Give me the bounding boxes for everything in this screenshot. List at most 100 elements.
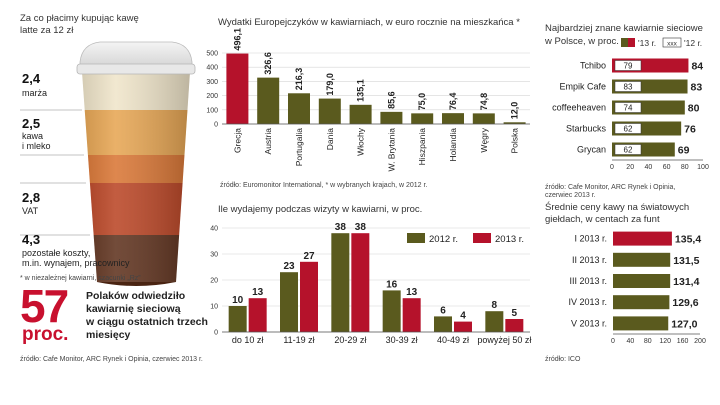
visit-category-label: 20-29 zł bbox=[334, 335, 366, 345]
brands-legend-label-2013: '13 r. bbox=[638, 38, 656, 48]
visit-ytick-label: 10 bbox=[210, 304, 218, 311]
brands-legend-box-2012 bbox=[662, 37, 682, 48]
visit-legend-swatch bbox=[407, 233, 425, 243]
prices-xtick-label: 80 bbox=[644, 338, 652, 345]
prices-bar bbox=[613, 316, 669, 331]
prices-xtick-label: 0 bbox=[611, 338, 615, 345]
stat-line-3: w ciągu ostatnich trzech bbox=[86, 316, 208, 328]
visit-category-label: 40-49 zł bbox=[437, 335, 469, 345]
spending-value-label: 496,1 bbox=[232, 28, 242, 51]
brands-legend-swatch-2013-red bbox=[628, 38, 635, 47]
brands-box-2012 bbox=[614, 144, 642, 155]
brands-legend-swatch-2013-olive bbox=[621, 38, 628, 47]
spending-bar bbox=[349, 104, 372, 124]
brands-value-2012: 62 bbox=[624, 146, 633, 155]
brands-legend-label-2012: '12 r. bbox=[684, 38, 702, 48]
prices-bar bbox=[613, 252, 671, 267]
brands-xtick-label: 100 bbox=[697, 164, 709, 171]
spending-value-label: 75,0 bbox=[417, 93, 427, 111]
prices-xtick-label: 120 bbox=[659, 338, 671, 345]
prices-bar bbox=[613, 295, 670, 310]
visit-value-label: 23 bbox=[283, 261, 295, 272]
visit-value-label: 4 bbox=[460, 311, 466, 322]
spending-value-label: 12,0 bbox=[510, 102, 520, 120]
visit-bar bbox=[382, 290, 401, 332]
stat-description: Polaków odwiedziło kawiarnię sieciową w … bbox=[86, 290, 208, 342]
stat-unit: proc. bbox=[22, 324, 69, 345]
brands-chart-source-line1: źródło: Cafe Monitor, ARC Rynek i Opinia… bbox=[545, 184, 676, 191]
brands-xtick-label: 40 bbox=[645, 164, 653, 171]
prices-category-label: IV 2013 r. bbox=[568, 297, 607, 307]
brands-value-2012: 62 bbox=[624, 125, 633, 134]
spending-ytick-label: 200 bbox=[206, 93, 218, 100]
visit-value-label: 38 bbox=[355, 222, 367, 233]
spending-value-label: 74,8 bbox=[479, 93, 489, 111]
visit-value-label: 38 bbox=[335, 222, 347, 233]
stat-line-4: miesięcy bbox=[86, 329, 131, 341]
visit-category-label: 11-19 zł bbox=[283, 335, 314, 345]
brands-box-2012 bbox=[614, 102, 642, 113]
prices-xtick-label: 160 bbox=[677, 338, 689, 345]
brands-box-2012 bbox=[614, 81, 642, 92]
brands-legend-box-text: xxx bbox=[667, 41, 678, 48]
visit-category-label: powyżej 50 zł bbox=[477, 335, 531, 345]
visit-bar bbox=[228, 306, 247, 332]
visit-value-label: 10 bbox=[232, 295, 244, 306]
visit-bar bbox=[300, 261, 318, 332]
spending-bar bbox=[442, 113, 464, 124]
prices-xtick-label: 200 bbox=[694, 338, 706, 345]
spending-bar bbox=[226, 53, 249, 124]
spending-bar bbox=[257, 77, 280, 124]
prices-bar bbox=[613, 231, 672, 246]
cup-footnote: * w niezależnej kawiarni, szacunki „Rz” bbox=[20, 275, 141, 282]
spending-ytick-label: 300 bbox=[206, 79, 218, 86]
visit-bar bbox=[280, 272, 298, 332]
brands-value-2013: 83 bbox=[691, 82, 703, 94]
prices-category-label: III 2013 r. bbox=[569, 276, 607, 286]
cup-part-label-other-1: pozostałe koszty, bbox=[22, 248, 91, 258]
cup-title-line1: Za co płacimy kupując kawę bbox=[20, 13, 139, 24]
prices-bar bbox=[613, 274, 671, 288]
prices-chart-title-line2: giełdach, w centach za funt bbox=[545, 214, 660, 225]
spending-value-label: 326,6 bbox=[263, 52, 273, 75]
spending-value-label: 85,6 bbox=[386, 91, 396, 109]
brands-category-label: Grycan bbox=[577, 145, 606, 155]
brands-chart-title-line2: w Polsce, w proc. bbox=[545, 36, 619, 47]
visit-bar bbox=[351, 233, 370, 332]
brands-value-2013: 80 bbox=[688, 103, 700, 115]
prices-value-label: 127,0 bbox=[671, 318, 697, 330]
spending-ytick-label: 100 bbox=[206, 107, 218, 114]
visit-bar bbox=[402, 298, 421, 332]
spending-category-label: Austria bbox=[263, 128, 273, 155]
visit-legend-swatch bbox=[473, 233, 491, 243]
visit-value-label: 8 bbox=[492, 300, 498, 311]
visit-ytick-label: 0 bbox=[214, 330, 218, 337]
spending-category-label: Hiszpania bbox=[417, 128, 427, 166]
cup-part-value-other: 4,3 bbox=[22, 232, 41, 247]
spending-chart-title: Wydatki Europejczyków w kawiarniach, w e… bbox=[218, 17, 520, 28]
spending-bar bbox=[318, 98, 341, 124]
brands-box-2012 bbox=[614, 123, 642, 134]
visit-legend-label: 2013 r. bbox=[495, 234, 524, 245]
cup-part-value-vat: 2,8 bbox=[22, 190, 41, 205]
spending-category-label: Dania bbox=[325, 128, 335, 150]
cup-part-label-coffee-1: kawa bbox=[22, 131, 44, 141]
visit-value-label: 16 bbox=[386, 279, 398, 290]
brands-box-2012 bbox=[614, 60, 642, 71]
visit-ytick-label: 30 bbox=[210, 252, 218, 259]
brands-value-2012: 83 bbox=[624, 83, 633, 92]
spending-value-label: 216,3 bbox=[294, 68, 304, 91]
visit-bar bbox=[505, 319, 524, 332]
spending-value-label: 179,0 bbox=[325, 73, 335, 96]
prices-xtick-label: 40 bbox=[627, 338, 635, 345]
spending-category-label: Grecja bbox=[232, 128, 242, 153]
visit-value-label: 27 bbox=[303, 251, 315, 262]
visit-category-label: do 10 zł bbox=[232, 335, 264, 345]
brands-value-2012: 79 bbox=[624, 62, 633, 71]
prices-value-label: 135,4 bbox=[675, 234, 701, 246]
visit-value-label: 13 bbox=[406, 287, 418, 298]
